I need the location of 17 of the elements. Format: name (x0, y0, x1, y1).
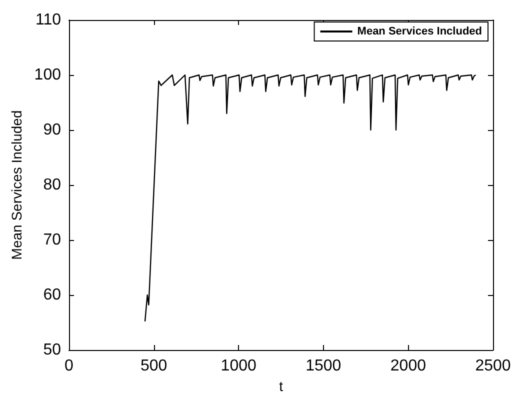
x-tick-label: 1500 (306, 358, 342, 374)
x-axis-title: t (279, 378, 284, 394)
y-tick-label: 60 (43, 286, 62, 304)
y-tick-label: 70 (43, 232, 62, 248)
y-tick-label: 80 (43, 176, 62, 194)
x-tick-label: 1000 (220, 358, 256, 374)
x-tick-label: 500 (140, 358, 168, 374)
line-series (144, 74, 476, 322)
y-tick-label: 110 (35, 12, 62, 28)
x-tick-label: 2000 (390, 358, 426, 374)
x-tick-label: 0 (64, 358, 74, 374)
y-tick-label: 90 (43, 122, 62, 138)
y-axis-title: Mean Services Included (8, 110, 24, 260)
y-tick-label: 50 (43, 342, 62, 358)
y-tick-label: 100 (34, 66, 62, 84)
x-tick-label: 2500 (475, 358, 511, 374)
legend-label: Mean Services Included (357, 26, 482, 38)
